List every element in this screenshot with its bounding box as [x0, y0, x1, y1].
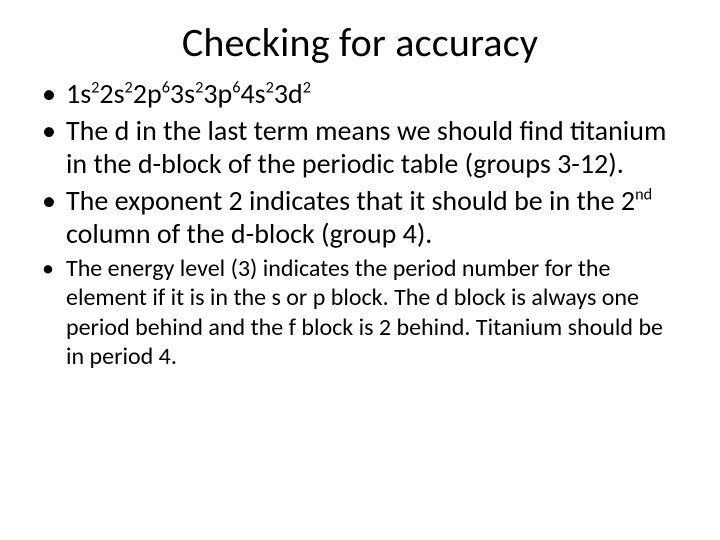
ec-shell: 4s: [240, 76, 265, 111]
ec-shell: 1s: [66, 76, 91, 111]
bullet-exponent-2: The exponent 2 indicates that it should …: [36, 184, 684, 250]
ec-term-3d: 3d2: [274, 76, 311, 111]
ec-shell: 3d: [274, 76, 303, 111]
slide-title: Checking for accuracy: [36, 18, 684, 67]
ec-term-1s: 1s2: [66, 76, 99, 111]
ec-shell: 3p: [203, 76, 232, 111]
bullet-electron-config: 1s22s22p63s23p64s23d2: [36, 77, 684, 110]
bullet-energy-level: The energy level (3) indicates the perio…: [36, 254, 684, 371]
ec-term-3p: 3p6: [203, 76, 240, 111]
ec-term-3s: 3s2: [170, 76, 203, 111]
b3-pre: The exponent 2 indicates that it should …: [66, 183, 635, 218]
ec-term-2p: 2p6: [133, 76, 170, 111]
bullet-list: 1s22s22p63s23p64s23d2 The d in the last …: [36, 77, 684, 375]
ec-exp: 2: [266, 79, 274, 98]
ec-term-2s: 2s2: [99, 76, 132, 111]
ec-shell: 3s: [170, 76, 195, 111]
b3-sup: nd: [635, 186, 652, 205]
slide-container: Checking for accuracy 1s22s22p63s23p64s2…: [0, 0, 720, 540]
ec-shell: 2p: [133, 76, 162, 111]
b3-post: column of the d-block (group 4).: [66, 216, 432, 251]
ec-shell: 2s: [99, 76, 124, 111]
ec-term-4s: 4s2: [240, 76, 273, 111]
ec-exp: 2: [303, 79, 311, 98]
bullet-d-block: The d in the last term means we should f…: [36, 114, 684, 180]
ec-exp: 2: [125, 79, 133, 98]
ec-exp: 6: [162, 79, 170, 98]
